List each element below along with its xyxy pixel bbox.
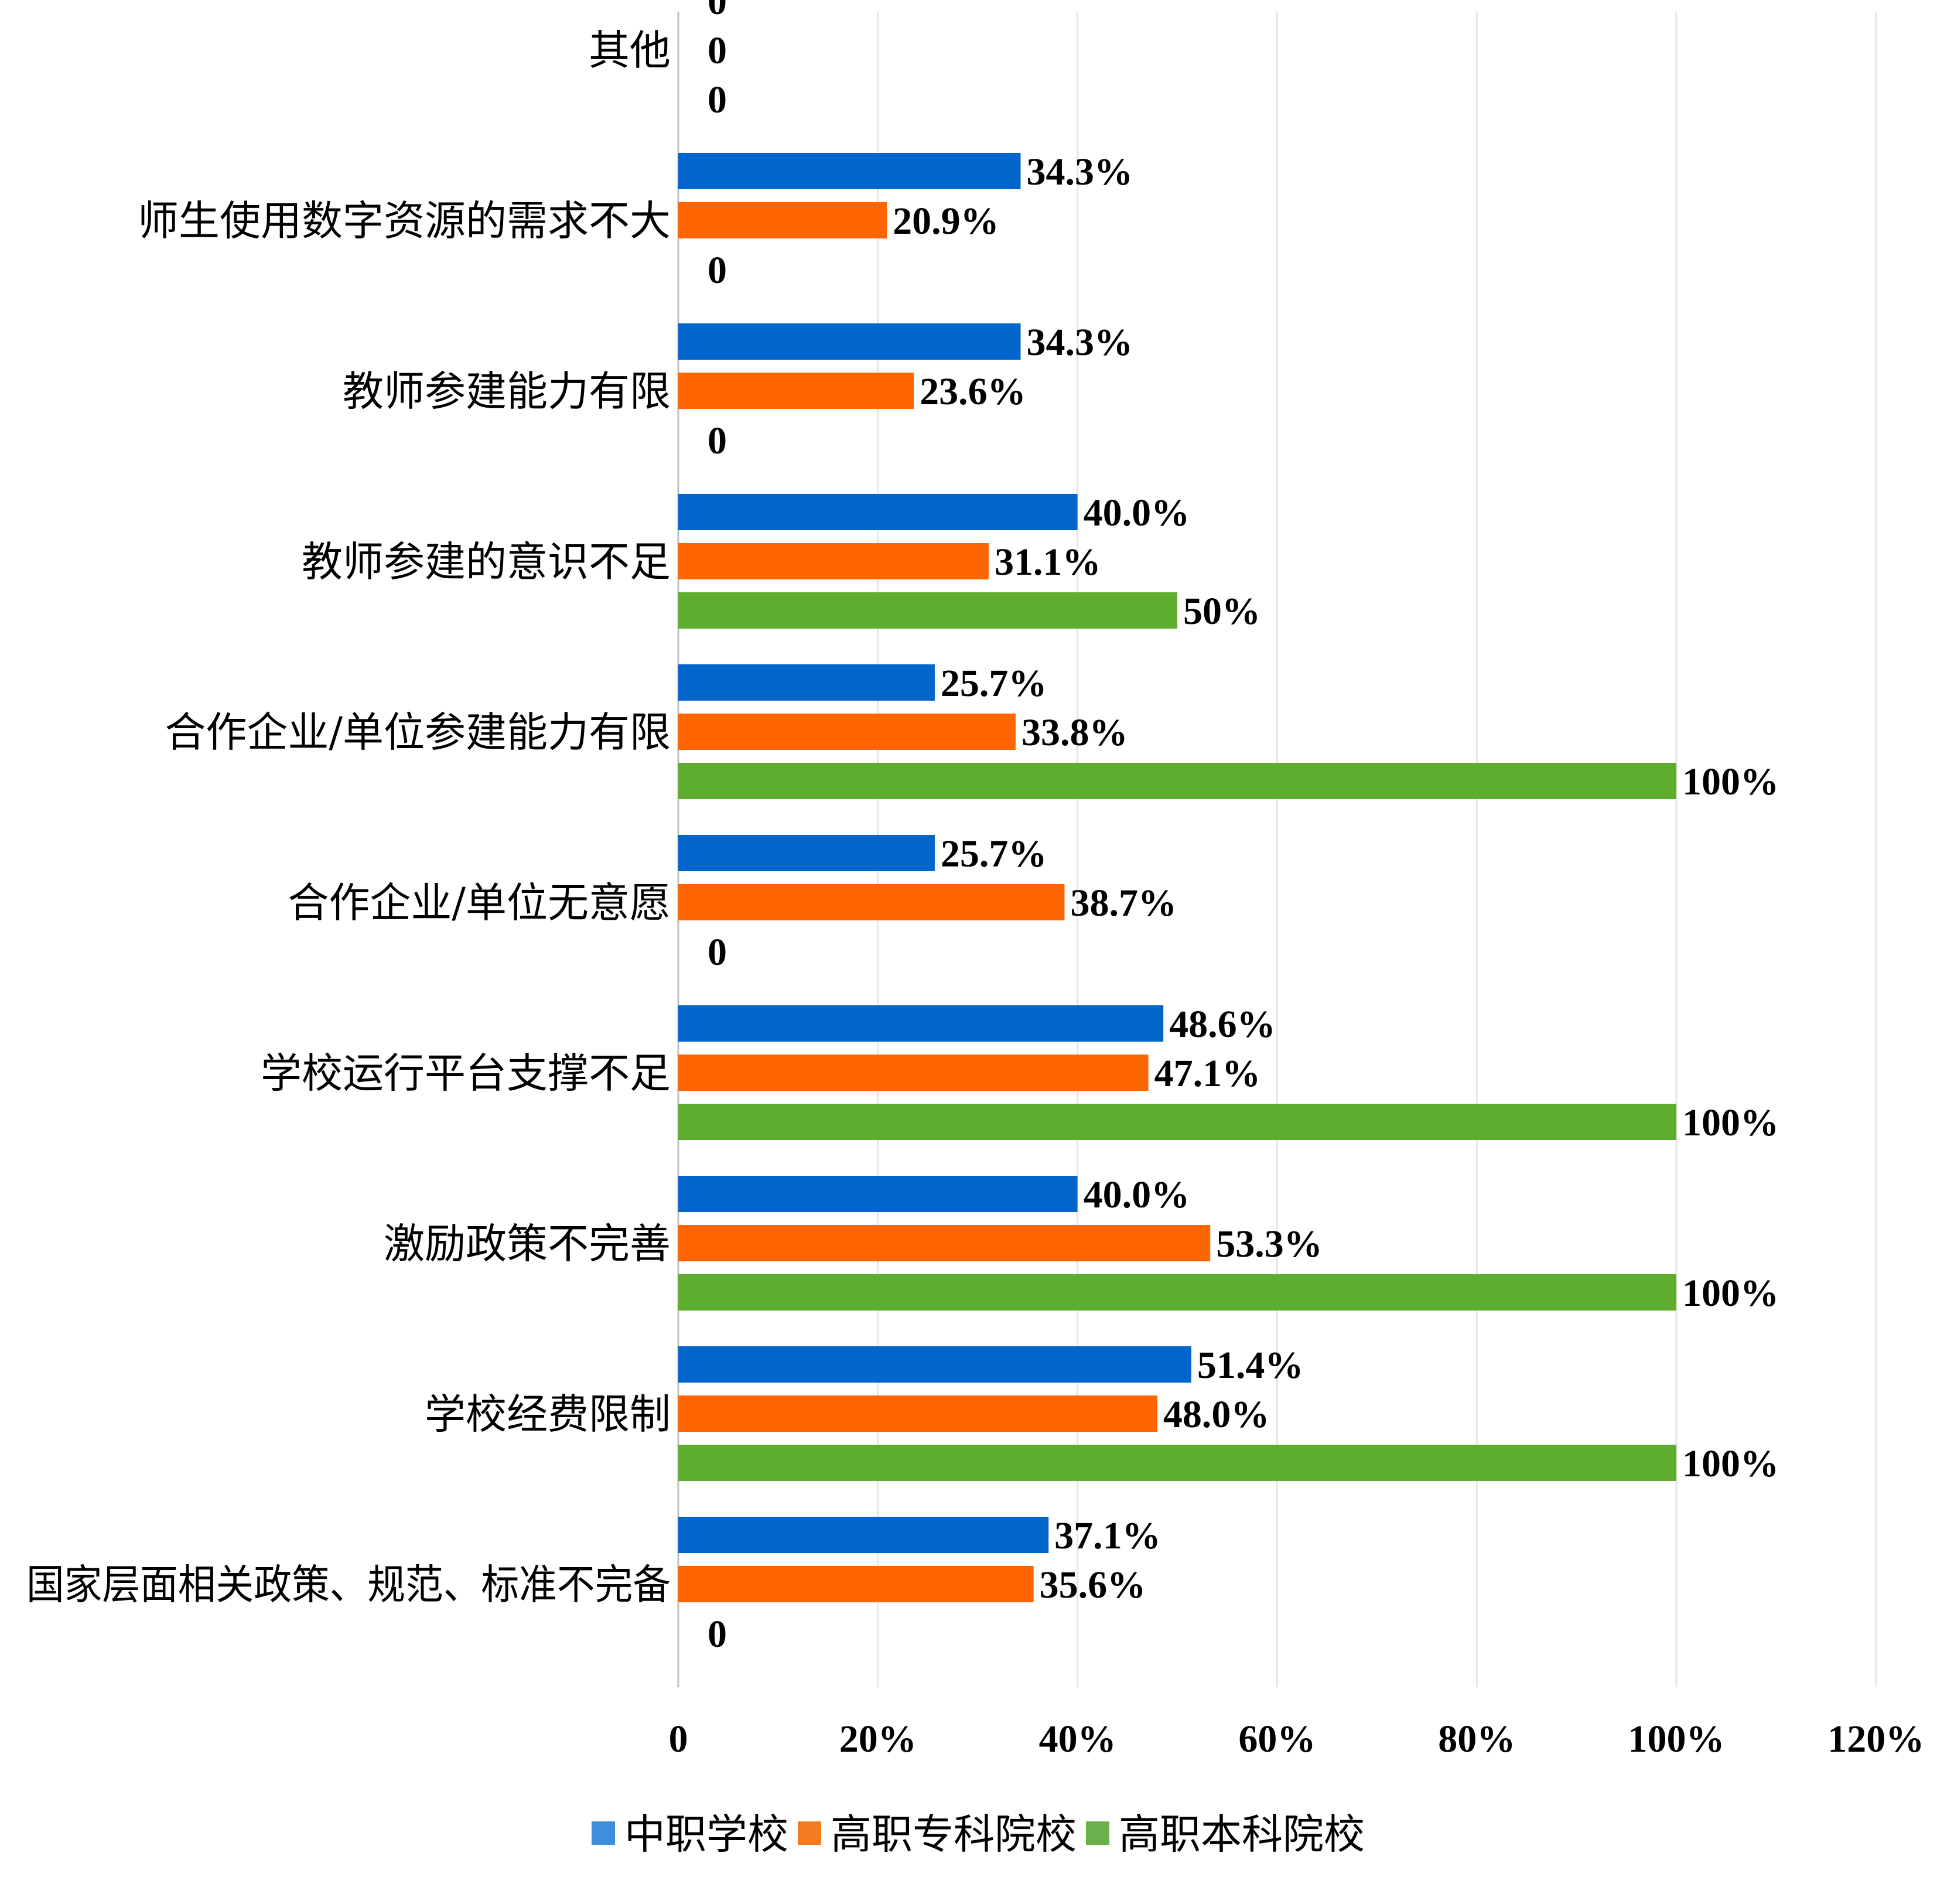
legend: 中职学校 高职专科院校 高职本科院校 [592,1810,1365,1858]
data-label: 38.7% [1070,882,1177,924]
x-tick-label: 40% [1039,1718,1116,1760]
bar [678,153,1021,189]
data-label: 0 [708,79,727,121]
data-label: 50% [1183,590,1260,633]
data-label: 33.8% [1022,711,1128,754]
category-label: 教师参建的意识不足 [302,538,671,586]
bar [678,1055,1149,1091]
legend-swatch [1086,1821,1109,1845]
data-label: 0 [708,249,727,292]
bars [678,153,1676,1602]
data-label: 0 [708,931,727,974]
bar [678,664,935,701]
bar [678,592,1177,629]
data-label: 48.6% [1169,1003,1276,1046]
bar [678,494,1078,530]
category-label: 激励政策不完善 [384,1220,671,1268]
x-tick-label: 0 [669,1718,688,1760]
bar [678,835,935,871]
category-label: 学校经费限制 [425,1390,671,1438]
legend-label: 中职学校 [624,1810,788,1858]
bar [678,763,1676,799]
x-axis-ticks: 0 20% 40% 60% 80% 100% 120% [669,1718,1925,1760]
bar [678,1395,1157,1432]
data-label: 25.7% [941,832,1047,875]
data-label: 100% [1682,1442,1779,1485]
x-tick-label: 20% [839,1718,917,1760]
bar [678,373,914,409]
data-label: 47.1% [1154,1052,1261,1095]
x-tick-label: 80% [1438,1718,1515,1760]
legend-swatch [592,1821,615,1845]
category-label: 合作企业/单位参建能力有限 [165,708,671,756]
data-label: 100% [1682,760,1779,803]
category-label: 师生使用数字资源的需求不大 [138,197,671,245]
data-label: 37.1% [1054,1514,1161,1557]
bar [678,543,989,579]
data-label: 0 [708,0,727,23]
category-label: 其他 [589,26,671,74]
data-label: 23.6% [920,370,1026,413]
bar [678,714,1016,750]
bar [678,202,887,238]
data-label: 31.1% [995,541,1101,584]
data-label: 0 [708,419,727,462]
data-label: 0 [708,29,727,72]
category-label: 合作企业/单位无意愿 [288,879,671,927]
data-label: 53.3% [1216,1223,1323,1265]
bar [678,1274,1676,1311]
bar [678,884,1065,920]
bar [678,1225,1211,1261]
bar [678,1566,1034,1602]
category-labels: 其他师生使用数字资源的需求不大教师参建能力有限教师参建的意识不足合作企业/单位参… [26,26,671,1609]
data-label: 100% [1682,1272,1779,1315]
data-label: 35.6% [1040,1564,1146,1606]
bar [678,1104,1676,1140]
legend-label: 高职本科院校 [1119,1810,1365,1858]
data-label: 51.4% [1197,1344,1304,1387]
data-label: 34.3% [1026,151,1133,193]
gridlines [677,12,1877,1687]
legend-label: 高职专科院校 [831,1810,1077,1858]
bar [678,1176,1078,1212]
data-label: 20.9% [893,200,999,243]
x-tick-label: 120% [1827,1718,1924,1760]
data-label: 48.0% [1163,1393,1269,1436]
data-label: 40.0% [1084,492,1190,534]
bar [678,1517,1049,1553]
data-label: 40.0% [1084,1173,1190,1216]
bar [678,323,1021,360]
category-label: 学校运行平台支撑不足 [261,1049,671,1097]
bar [678,1445,1676,1481]
bar [678,1005,1164,1042]
data-label: 25.7% [941,662,1047,705]
value-labels: 00034.3%20.9%034.3%23.6%040.0%31.1%50%25… [708,0,1779,1656]
data-label: 100% [1682,1101,1779,1144]
bar [678,1346,1191,1383]
x-tick-label: 100% [1628,1718,1725,1760]
legend-swatch [798,1821,821,1845]
x-tick-label: 60% [1238,1718,1316,1760]
category-label: 国家层面相关政策、规范、标准不完备 [26,1561,671,1609]
data-label: 0 [708,1613,727,1656]
data-label: 34.3% [1026,321,1133,364]
category-label: 教师参建能力有限 [343,367,671,415]
